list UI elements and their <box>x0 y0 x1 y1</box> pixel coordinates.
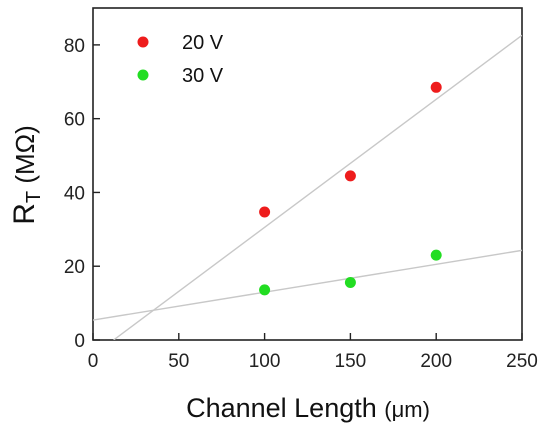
fit-line-series-1 <box>113 34 522 340</box>
data-point-series-1 <box>344 170 356 182</box>
legend-marker-series-2 <box>137 69 149 81</box>
y-tick-label: 80 <box>64 36 85 57</box>
legend-label-series-1: 20 V <box>182 32 224 54</box>
fit-line-series-2 <box>93 249 522 321</box>
x-axis-title: Channel Length (μm) <box>186 393 430 423</box>
data-point-series-1 <box>430 81 442 93</box>
y-tick-label: 20 <box>64 257 85 278</box>
data-point-series-2 <box>344 276 356 288</box>
data-point-series-1 <box>259 206 271 218</box>
legend: 20 V 30 V <box>137 32 224 87</box>
y-tick-label: 0 <box>74 331 85 352</box>
data-point-series-2 <box>430 249 442 261</box>
legend-label-series-2: 30 V <box>182 65 224 87</box>
y-axis-title: RT (MΩ) <box>8 125 45 225</box>
data-point-series-2 <box>259 284 271 296</box>
x-tick-label: 0 <box>88 351 99 372</box>
x-tick-label: 200 <box>420 351 452 372</box>
x-tick-label: 50 <box>168 351 189 372</box>
legend-marker-series-1 <box>137 36 149 48</box>
axis-ticks: 0 50 100 150 200 250 0 20 40 60 80 <box>64 36 538 372</box>
plot-border <box>92 7 523 341</box>
y-tick-label: 40 <box>64 183 85 204</box>
x-tick-label: 150 <box>335 351 367 372</box>
fit-lines <box>93 34 522 340</box>
plot-frame <box>92 7 523 341</box>
x-tick-label: 250 <box>506 351 538 372</box>
y-tick-label: 60 <box>64 110 85 131</box>
data-points <box>259 81 442 296</box>
x-tick-label: 100 <box>249 351 281 372</box>
